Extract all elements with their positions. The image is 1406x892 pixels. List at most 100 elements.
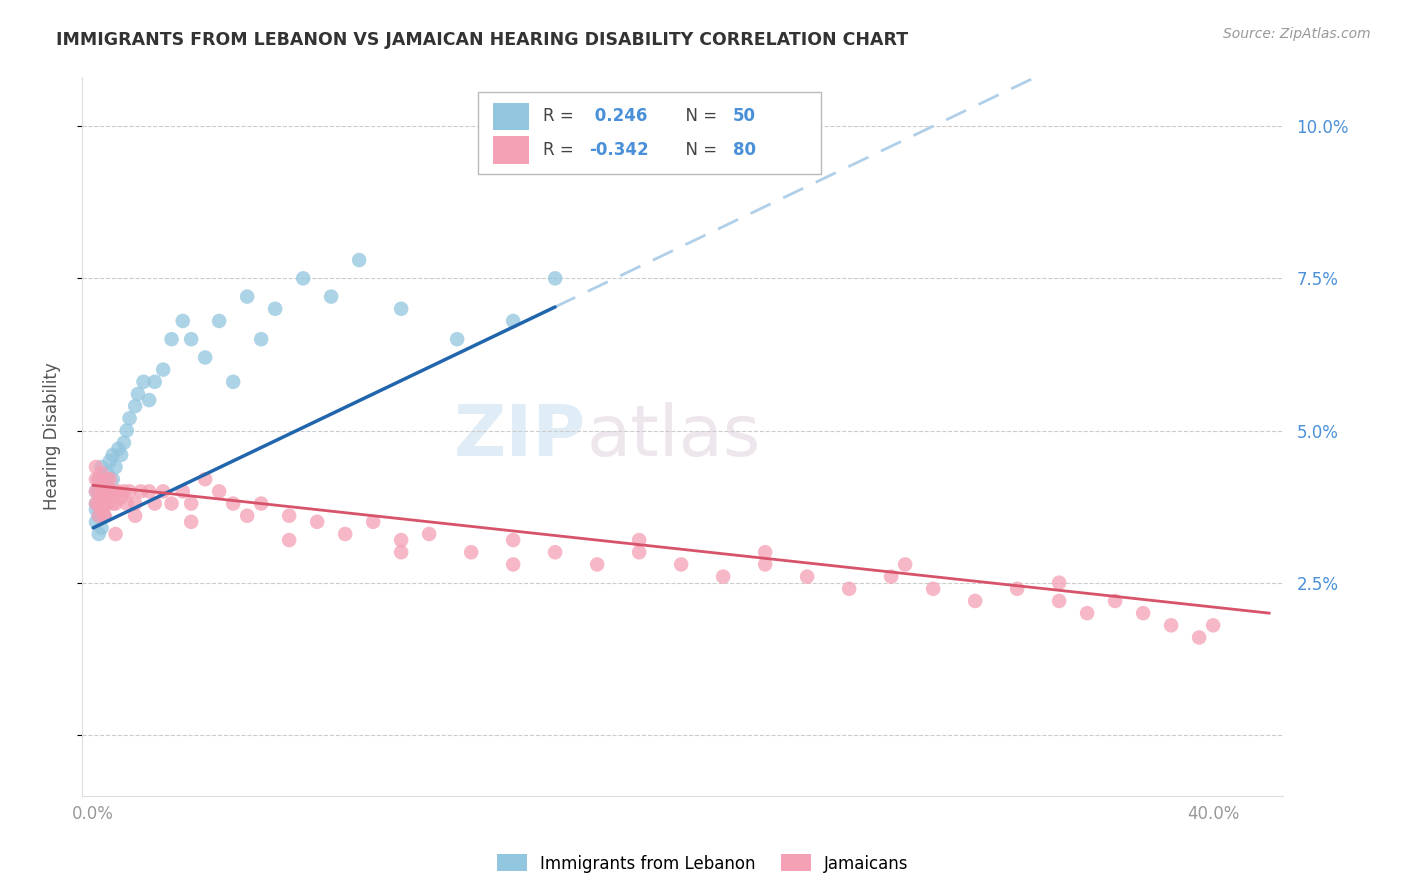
- Point: [236, 508, 259, 523]
- Point: [87, 508, 110, 523]
- Point: [124, 399, 146, 413]
- Point: [101, 472, 124, 486]
- Point: [138, 393, 160, 408]
- Point: [96, 472, 118, 486]
- Point: [250, 497, 273, 511]
- Point: [115, 497, 138, 511]
- Point: [90, 484, 112, 499]
- Point: [172, 314, 194, 328]
- Point: [90, 460, 112, 475]
- Bar: [492, 136, 529, 163]
- Point: [152, 484, 174, 499]
- Point: [628, 545, 651, 559]
- Point: [1160, 618, 1182, 632]
- Point: [711, 569, 734, 583]
- Point: [586, 558, 609, 572]
- Point: [87, 527, 110, 541]
- Point: [208, 314, 231, 328]
- Point: [544, 271, 567, 285]
- Point: [1104, 594, 1126, 608]
- Point: [112, 484, 135, 499]
- Text: 50: 50: [733, 107, 756, 125]
- Point: [129, 484, 152, 499]
- Point: [87, 472, 110, 486]
- Point: [160, 332, 183, 346]
- Point: [307, 515, 329, 529]
- Point: [389, 545, 412, 559]
- Point: [101, 484, 124, 499]
- Point: [180, 332, 202, 346]
- Point: [446, 332, 468, 346]
- Point: [138, 484, 160, 499]
- Point: [222, 375, 245, 389]
- Point: [143, 497, 166, 511]
- Point: [87, 508, 110, 523]
- Point: [96, 497, 118, 511]
- Point: [84, 515, 107, 529]
- Point: [93, 508, 115, 523]
- Point: [93, 508, 115, 523]
- Point: [87, 497, 110, 511]
- Point: [194, 351, 217, 365]
- Point: [104, 460, 127, 475]
- Text: Source: ZipAtlas.com: Source: ZipAtlas.com: [1223, 27, 1371, 41]
- Point: [84, 484, 107, 499]
- Text: -0.342: -0.342: [589, 141, 648, 159]
- Point: [98, 484, 121, 499]
- Point: [208, 484, 231, 499]
- Text: R =: R =: [543, 107, 579, 125]
- Point: [127, 387, 149, 401]
- Point: [160, 497, 183, 511]
- Point: [194, 472, 217, 486]
- Point: [418, 527, 440, 541]
- Point: [180, 515, 202, 529]
- Text: atlas: atlas: [586, 402, 761, 471]
- Point: [180, 497, 202, 511]
- Point: [222, 497, 245, 511]
- Point: [87, 472, 110, 486]
- Point: [98, 454, 121, 468]
- Point: [115, 424, 138, 438]
- Point: [922, 582, 945, 596]
- Point: [96, 484, 118, 499]
- Point: [321, 289, 343, 303]
- Point: [87, 484, 110, 499]
- Point: [93, 472, 115, 486]
- Bar: [492, 103, 529, 130]
- Point: [236, 289, 259, 303]
- Point: [880, 569, 903, 583]
- Point: [544, 545, 567, 559]
- Point: [107, 484, 129, 499]
- Point: [1202, 618, 1225, 632]
- Point: [110, 491, 132, 505]
- Point: [460, 545, 482, 559]
- Point: [84, 472, 107, 486]
- Point: [172, 484, 194, 499]
- Point: [838, 582, 860, 596]
- Text: 0.246: 0.246: [589, 107, 647, 125]
- Point: [754, 558, 776, 572]
- Text: 80: 80: [733, 141, 756, 159]
- Point: [361, 515, 384, 529]
- Point: [96, 497, 118, 511]
- Point: [101, 448, 124, 462]
- Point: [152, 362, 174, 376]
- Point: [118, 411, 141, 425]
- Point: [87, 484, 110, 499]
- Point: [93, 497, 115, 511]
- Point: [502, 314, 524, 328]
- Point: [84, 497, 107, 511]
- Point: [1076, 606, 1098, 620]
- Point: [264, 301, 287, 316]
- Point: [502, 558, 524, 572]
- Point: [84, 497, 107, 511]
- Point: [104, 527, 127, 541]
- Point: [90, 478, 112, 492]
- Point: [90, 521, 112, 535]
- Point: [389, 533, 412, 547]
- Point: [84, 502, 107, 516]
- Point: [84, 484, 107, 499]
- Point: [1188, 631, 1211, 645]
- Point: [628, 533, 651, 547]
- Point: [96, 466, 118, 480]
